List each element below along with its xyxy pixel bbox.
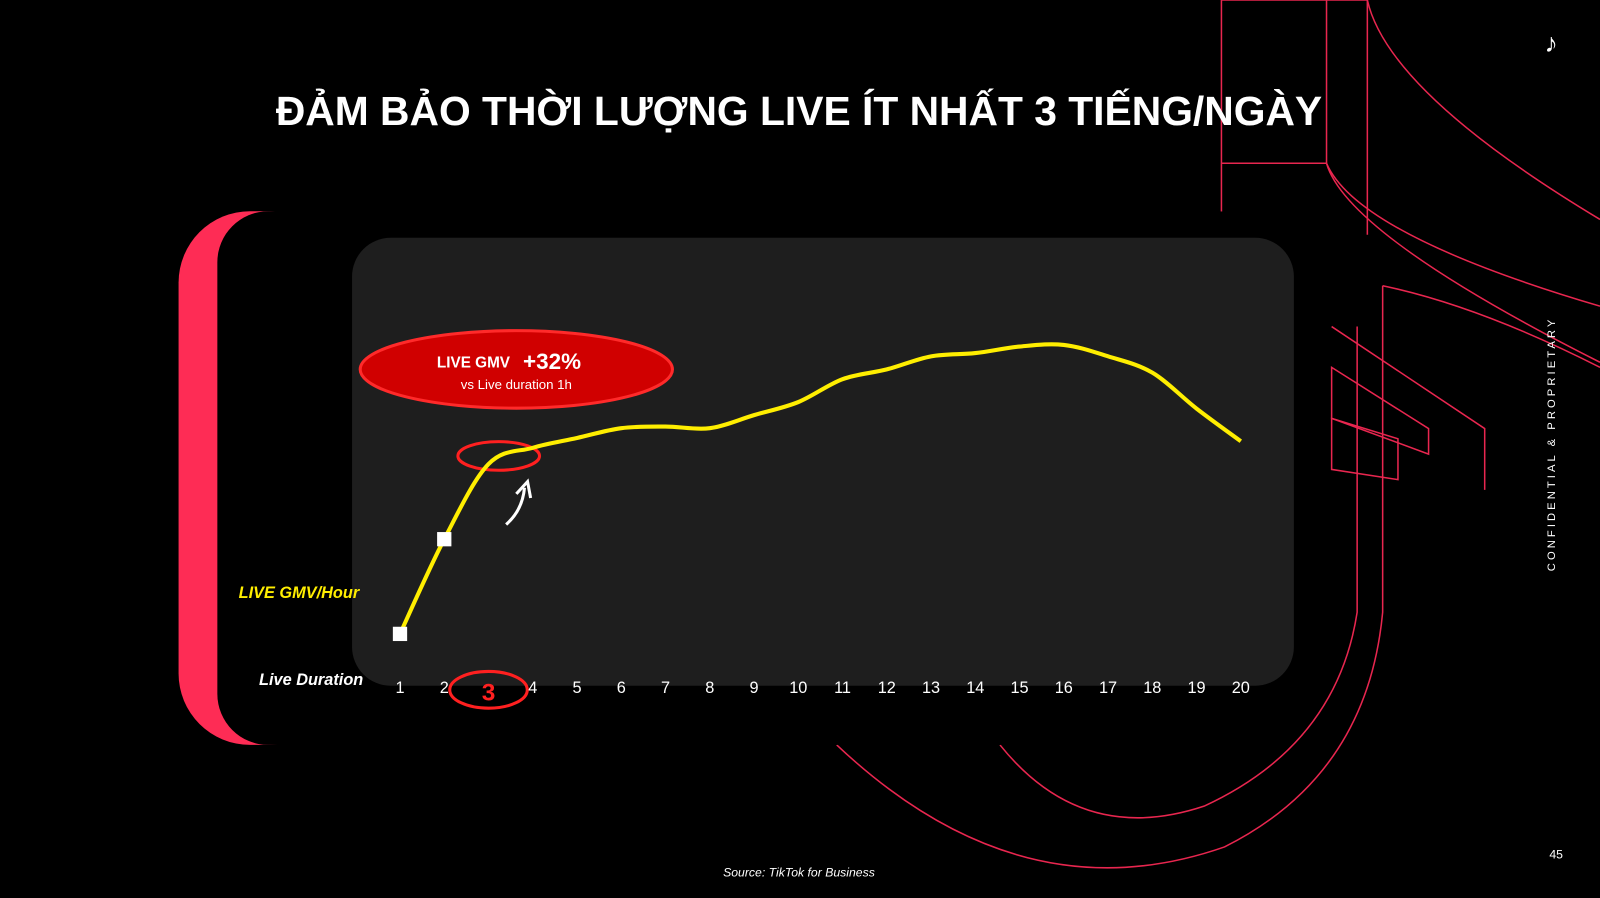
annotation-note: vs Live duration 1h: [461, 377, 572, 392]
annotation-label: LIVE GMV: [437, 354, 511, 371]
x-axis-label: Live Duration: [259, 671, 363, 689]
arrow: [505, 478, 533, 526]
x-tick-label: 6: [617, 679, 626, 697]
decoration: [836, 0, 1600, 869]
x-tick-label: 9: [749, 679, 758, 697]
x-tick-label: 8: [705, 679, 714, 697]
x-tick-label: 11: [834, 679, 851, 697]
source: Source: TikTok for Business: [723, 866, 875, 880]
x-tick-label: 15: [1010, 679, 1028, 697]
x-tick-label: 1: [395, 679, 404, 697]
x-tick-label: 14: [966, 679, 984, 697]
x-tick-label: 18: [1143, 679, 1161, 697]
point-marker: [392, 626, 408, 642]
x-tick-label: 19: [1187, 679, 1205, 697]
highlight-ring: [456, 440, 542, 472]
y-axis-label: LIVE GMV/Hour: [239, 584, 361, 602]
x-tick-label: 4: [528, 679, 537, 697]
x-tick-label: 7: [661, 679, 670, 697]
x-tick-label: 3: [482, 679, 496, 706]
page-number: 45: [1549, 847, 1563, 861]
x-tick-label: 10: [789, 679, 807, 697]
x-tick-label: 12: [878, 679, 896, 697]
point-marker: [437, 532, 452, 547]
x-tick-label: 2: [440, 679, 449, 697]
x-tick-label: 17: [1099, 679, 1117, 697]
logo: ♪: [1544, 28, 1557, 58]
x-tick-label: 5: [572, 679, 581, 697]
highlight-circle: [448, 669, 529, 710]
line: [398, 342, 1243, 635]
title: ĐẢM BẢO THỜI LƯỢNG LIVE ÍT NHẤT 3 TIẾNG/…: [276, 88, 1322, 134]
x-tick-label: 16: [1055, 679, 1073, 697]
x-tick-label: 13: [922, 679, 940, 697]
side-note: CONFIDENTIAL & PROPRIETARY: [1546, 317, 1558, 572]
annotation-value: +32%: [523, 349, 581, 374]
annotation-badge: [358, 329, 674, 410]
x-tick-label: 20: [1232, 679, 1250, 697]
